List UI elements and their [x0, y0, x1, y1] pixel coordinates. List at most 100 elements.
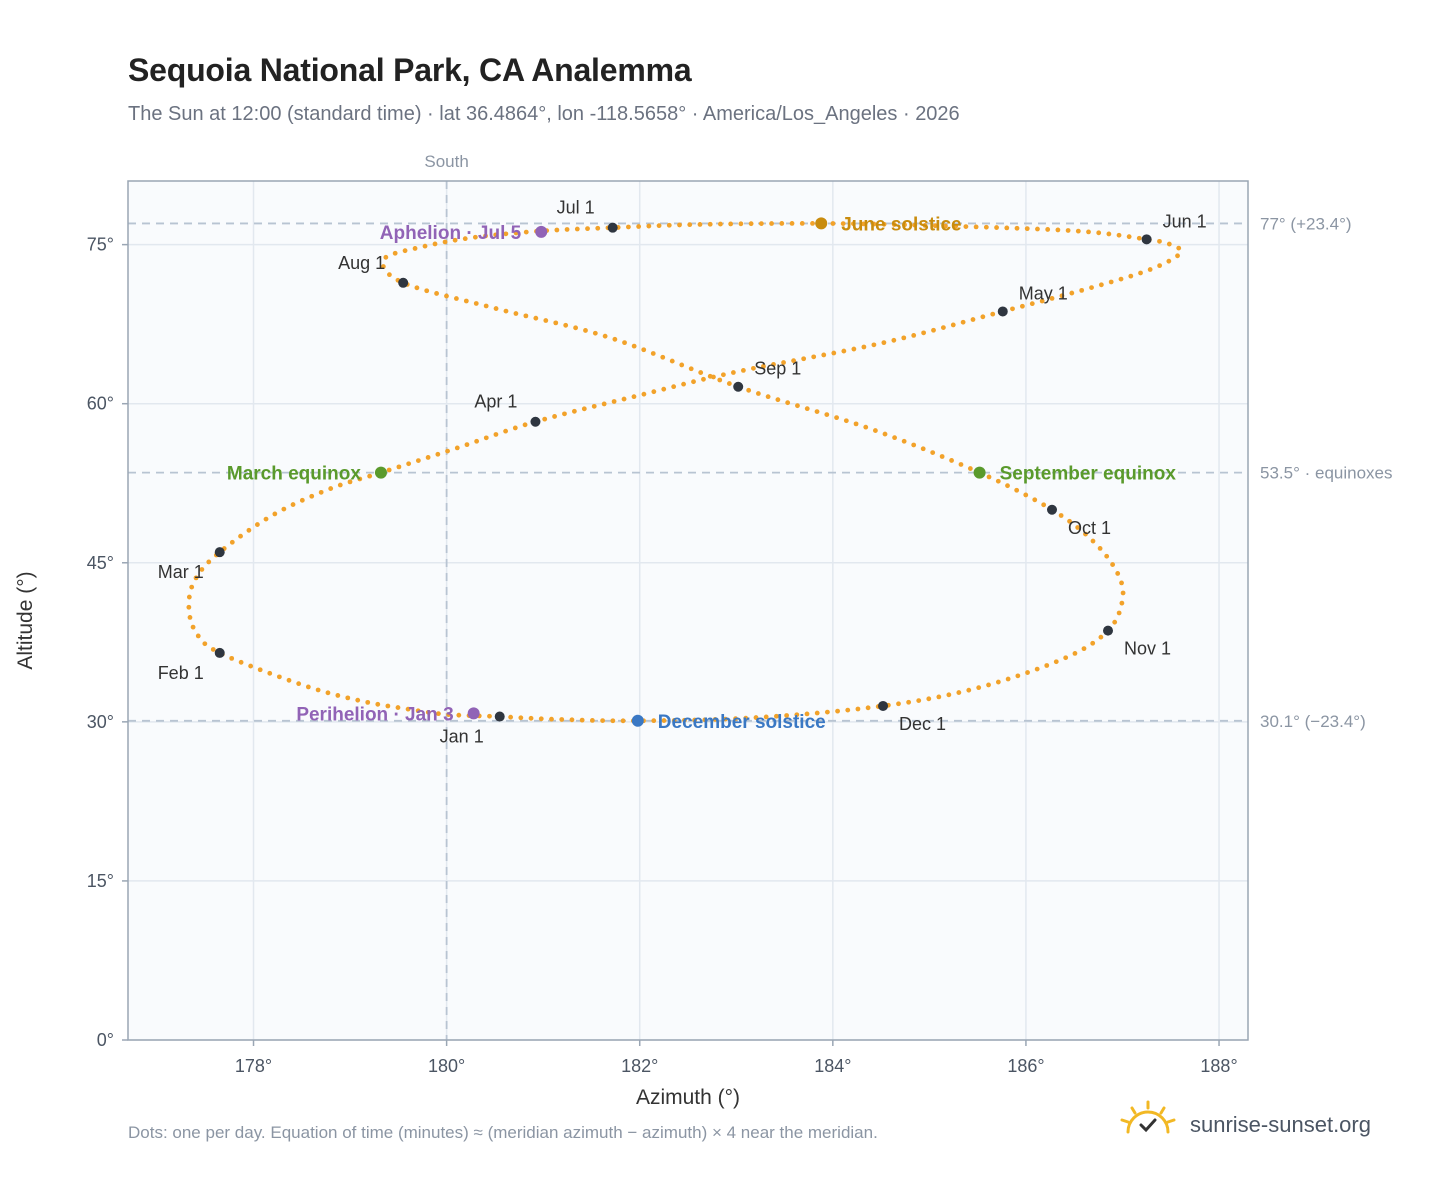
daily-dot: [602, 333, 608, 339]
daily-dot: [896, 701, 901, 707]
daily-dot: [687, 222, 693, 228]
daily-dot: [591, 403, 597, 409]
event-marker: [815, 217, 828, 230]
daily-dot: [601, 401, 607, 407]
daily-dot: [740, 367, 746, 373]
daily-dot: [779, 221, 785, 226]
event-label: Aphelion · Jul 5: [380, 223, 522, 244]
daily-dot: [1035, 226, 1040, 232]
daily-dot: [1032, 497, 1038, 503]
daily-dot: [855, 706, 861, 712]
month-label: Mar 1: [158, 562, 204, 582]
daily-dot: [804, 406, 810, 412]
daily-dot: [281, 506, 287, 512]
daily-dot: [834, 415, 839, 421]
daily-dot: [432, 241, 438, 247]
daily-dot: [345, 695, 351, 701]
daily-dot: [549, 716, 554, 722]
daily-dot: [1118, 276, 1124, 282]
daily-dot: [939, 454, 945, 459]
daily-dot: [493, 232, 499, 238]
daily-dot: [921, 330, 927, 336]
plot-area: [128, 181, 1248, 1040]
daily-dot: [863, 424, 869, 430]
y-tick-label: 45°: [87, 553, 114, 573]
daily-dot: [916, 698, 922, 703]
month-marker: [1141, 234, 1152, 245]
daily-dot: [801, 356, 807, 362]
daily-dot: [395, 705, 401, 710]
daily-dot: [911, 442, 917, 448]
daily-dot: [1119, 600, 1125, 606]
daily-dot: [612, 336, 618, 342]
daily-dot: [775, 397, 781, 403]
daily-dot: [1112, 619, 1118, 625]
daily-dot: [702, 717, 708, 723]
brand[interactable]: sunrise-sunset.org: [1120, 1100, 1390, 1150]
daily-dot: [1097, 546, 1103, 551]
x-tick-label: 184°: [814, 1056, 851, 1076]
daily-dot: [1089, 285, 1094, 291]
daily-dot: [267, 670, 273, 676]
daily-dot: [851, 221, 856, 227]
x-axis-title: Azimuth (°): [636, 1086, 740, 1109]
daily-dot: [986, 682, 991, 688]
daily-dot: [843, 418, 849, 424]
daily-dot: [1096, 230, 1102, 236]
daily-dot: [380, 264, 386, 269]
month-label: Dec 1: [899, 714, 946, 734]
daily-dot: [1053, 659, 1059, 665]
daily-dot: [248, 663, 254, 669]
event-label: December solstice: [658, 712, 826, 733]
daily-dot: [299, 497, 305, 503]
daily-dot: [365, 699, 371, 705]
daily-dot: [503, 231, 509, 237]
daily-dot: [229, 539, 235, 545]
daily-dot: [949, 458, 954, 463]
month-marker: [398, 277, 409, 288]
daily-dot: [1058, 513, 1064, 518]
daily-dot: [1119, 580, 1124, 586]
daily-dot: [1115, 571, 1121, 576]
daily-dot: [1023, 492, 1029, 498]
daily-dot: [435, 451, 441, 457]
daily-dot: [559, 717, 565, 722]
daily-dot: [853, 421, 859, 427]
daily-dot: [631, 343, 637, 349]
daily-dot: [425, 455, 431, 460]
reference-lines: South 77° (+23.4°) 53.5° · equinoxes 30.1° …: [128, 152, 1393, 1040]
daily-dot: [784, 713, 790, 718]
daily-dot: [728, 221, 734, 227]
daily-dot: [824, 412, 830, 417]
brand-name: sunrise-sunset.org: [1190, 1112, 1371, 1137]
daily-dot: [1015, 673, 1021, 679]
event-label: March equinox: [227, 464, 362, 485]
daily-dot: [1039, 298, 1045, 304]
daily-dot: [943, 223, 948, 229]
y-tick-label: 60°: [87, 394, 114, 414]
event-markers: March equinox September equinox June solst…: [227, 214, 1176, 732]
daily-dot: [328, 486, 334, 491]
daily-dot: [872, 428, 878, 433]
daily-dot: [966, 687, 972, 693]
daily-dot: [840, 221, 846, 226]
daily-dot: [583, 328, 588, 333]
daily-dot: [902, 222, 907, 228]
daily-dot: [697, 222, 703, 227]
south-label: South: [424, 152, 468, 171]
daily-dot: [574, 226, 580, 232]
daily-dot: [318, 489, 324, 495]
daily-dot: [1024, 226, 1030, 232]
daily-dot: [912, 222, 918, 228]
daily-dot: [563, 322, 569, 328]
daily-dot: [503, 428, 509, 434]
daily-dot: [958, 462, 964, 467]
event-marker: [467, 707, 480, 720]
daily-dot: [337, 482, 343, 488]
daily-dot: [187, 615, 193, 620]
daily-dot: [406, 461, 412, 467]
daily-dot: [206, 559, 212, 565]
daily-dot: [743, 715, 749, 721]
daily-dot: [901, 335, 907, 341]
daily-dot: [1126, 234, 1132, 240]
